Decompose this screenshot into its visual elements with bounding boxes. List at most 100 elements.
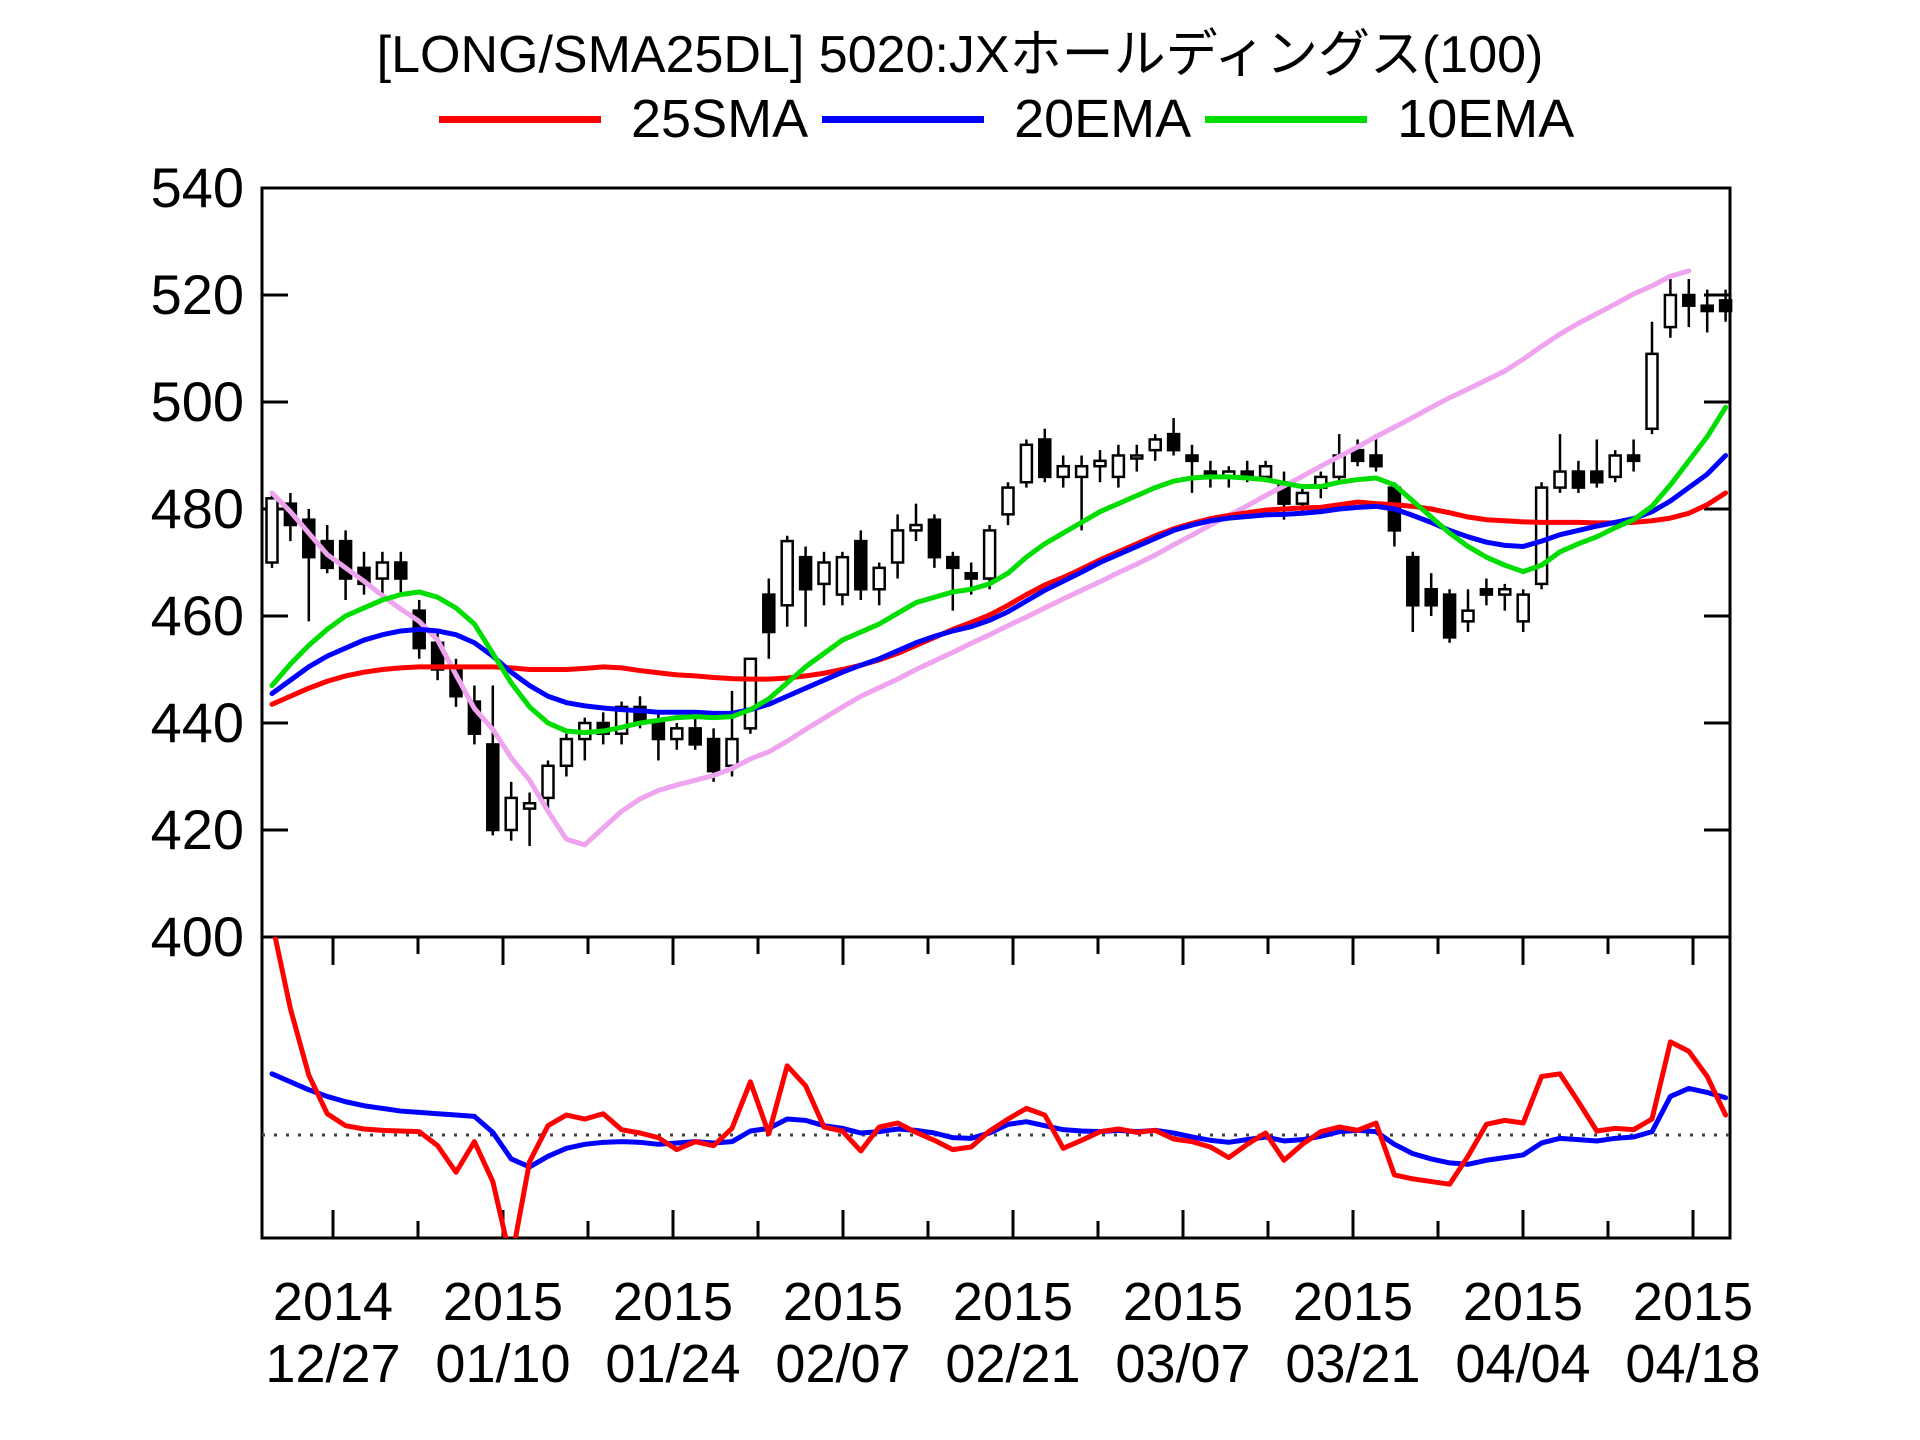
candle	[1130, 444, 1144, 472]
candle	[1350, 439, 1365, 467]
svg-text:460: 460	[151, 584, 244, 647]
svg-text:440: 440	[151, 691, 244, 754]
legend-line-25sma-icon	[439, 115, 601, 123]
candle	[780, 535, 794, 627]
candle	[1074, 455, 1089, 531]
candle	[265, 492, 279, 568]
candle	[1645, 321, 1659, 435]
candle	[541, 760, 555, 809]
candle	[762, 578, 776, 659]
oscillator-red-line	[272, 937, 1729, 1238]
candle	[486, 685, 500, 836]
candle	[1590, 439, 1604, 488]
svg-text:2014: 2014	[273, 1272, 393, 1332]
candle	[670, 723, 684, 750]
candle	[1479, 578, 1494, 606]
candle	[1534, 482, 1549, 590]
y-axis: 400 420 440 460 480 500 520 540	[151, 156, 1730, 968]
svg-text:2015: 2015	[443, 1272, 563, 1332]
legend-item-20ema: 20EMA	[822, 92, 1191, 146]
svg-text:2015: 2015	[1633, 1272, 1753, 1332]
candle	[375, 551, 390, 600]
candle	[1406, 551, 1420, 633]
ema20-line	[269, 453, 1729, 716]
candle	[559, 733, 574, 777]
candle	[835, 551, 850, 606]
svg-text:2015: 2015	[613, 1272, 733, 1332]
candle	[1442, 589, 1457, 643]
candle	[1626, 439, 1641, 472]
candle	[1424, 573, 1438, 616]
moving-averages	[269, 268, 1729, 848]
svg-text:03/07: 03/07	[1115, 1334, 1250, 1394]
candle	[854, 530, 868, 600]
candle	[946, 551, 960, 611]
chart-title: [LONG/SMA25DL] 5020:JXホールディングス(100)	[376, 26, 1544, 84]
svg-text:2015: 2015	[1463, 1272, 1583, 1332]
candle	[982, 525, 997, 590]
candle	[817, 551, 831, 606]
candle	[798, 546, 813, 627]
svg-text:400: 400	[151, 905, 244, 968]
legend-item-25sma: 25SMA	[439, 92, 808, 146]
candle	[1111, 444, 1126, 488]
svg-text:420: 420	[151, 798, 244, 861]
candle	[357, 551, 371, 595]
svg-text:2015: 2015	[953, 1272, 1073, 1332]
candle	[1498, 583, 1512, 611]
svg-text:02/07: 02/07	[775, 1334, 910, 1394]
candle	[872, 562, 886, 606]
candle	[1608, 450, 1622, 483]
svg-text:480: 480	[151, 477, 244, 540]
panel-frames	[260, 186, 1732, 1240]
svg-text:2015: 2015	[1293, 1272, 1413, 1332]
legend-label-25sma: 25SMA	[631, 89, 809, 149]
candle	[743, 657, 758, 734]
legend-label-20ema: 20EMA	[1014, 89, 1192, 149]
svg-text:04/18: 04/18	[1625, 1334, 1760, 1394]
candle	[1369, 434, 1383, 472]
svg-text:540: 540	[151, 156, 244, 219]
candle	[890, 514, 905, 579]
candle	[1571, 460, 1586, 493]
oscillator-blue-line	[269, 1071, 1729, 1170]
candle	[522, 792, 537, 847]
candle	[927, 514, 942, 568]
candle	[1148, 434, 1162, 461]
candle	[1001, 482, 1015, 526]
legend: 25SMA 20EMA 10EMA	[439, 92, 1588, 146]
candle	[1038, 428, 1052, 483]
x-axis: 201412/27201501/10201501/24201502/072015…	[265, 937, 1761, 1394]
candle	[1663, 278, 1678, 338]
candle	[1166, 418, 1181, 456]
candle	[1056, 455, 1070, 488]
svg-text:02/21: 02/21	[945, 1334, 1080, 1394]
candle	[1093, 450, 1107, 483]
candle	[1461, 589, 1475, 633]
candle	[1019, 439, 1034, 488]
sma25-line	[269, 490, 1729, 707]
sma25dl-line	[269, 268, 1692, 848]
candle	[1203, 460, 1218, 488]
legend-line-10ema-icon	[1205, 115, 1368, 123]
legend-item-10ema: 10EMA	[1205, 92, 1574, 146]
legend-line-20ema-icon	[822, 115, 985, 123]
svg-text:03/21: 03/21	[1285, 1334, 1420, 1394]
candle	[1682, 278, 1696, 328]
svg-text:2015: 2015	[1123, 1272, 1243, 1332]
candle	[688, 717, 702, 750]
candle	[909, 503, 923, 542]
candle	[1553, 434, 1567, 493]
candle	[504, 781, 518, 841]
svg-text:500: 500	[151, 370, 244, 433]
svg-text:01/10: 01/10	[435, 1334, 570, 1394]
candle	[394, 551, 408, 595]
candle	[578, 717, 592, 761]
candle	[1700, 289, 1714, 333]
svg-text:2015: 2015	[783, 1272, 903, 1332]
candle	[1387, 482, 1402, 547]
candle	[1718, 289, 1733, 322]
